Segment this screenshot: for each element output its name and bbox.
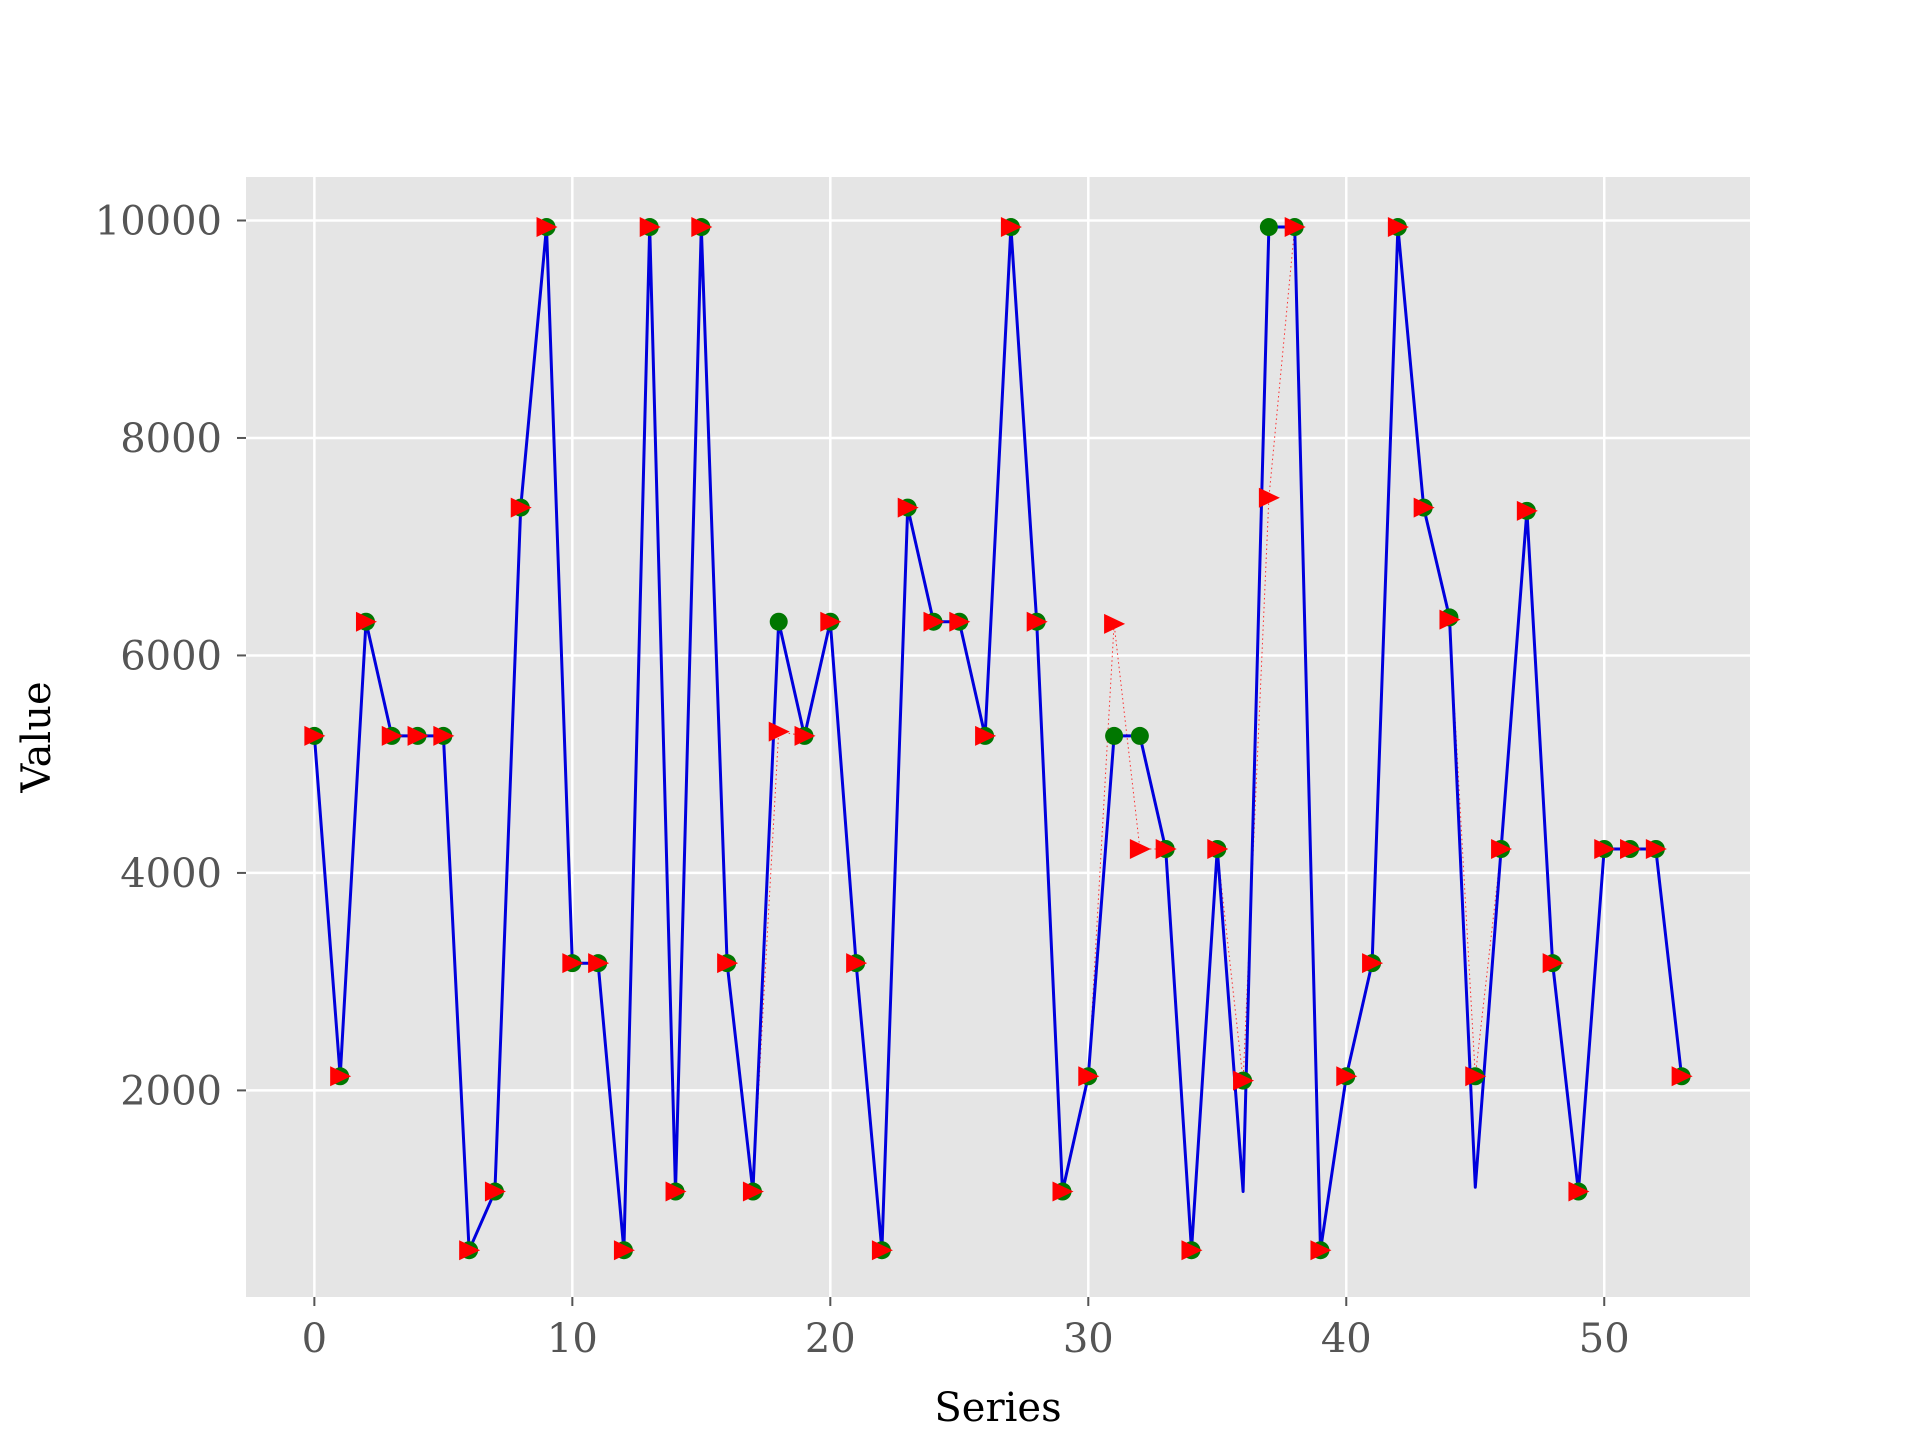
red-triangle-point (1258, 487, 1280, 508)
red-triangle-point (820, 611, 842, 632)
x-axis-label: Series (934, 1385, 1061, 1431)
red-triangle-point (1026, 611, 1048, 632)
red-triangle-point (975, 725, 997, 746)
red-triangle-markers (304, 217, 1693, 1261)
y-axis-ticks: 2000 4000 6000 8000 10000 (95, 198, 246, 1114)
y-tick-label: 8000 (120, 416, 222, 462)
red-triangle-point (949, 611, 971, 632)
red-triangle-point (1387, 217, 1409, 238)
red-triangle-point (846, 953, 868, 974)
red-triangle-point (717, 953, 739, 974)
red-triangle-point (1413, 497, 1435, 518)
green-circle-point (1105, 726, 1124, 745)
red-triangle-point (613, 1240, 635, 1261)
red-triangle-point (1594, 839, 1616, 859)
red-triangle-point (330, 1066, 352, 1087)
green-circle-point (1130, 726, 1149, 745)
red-triangle-point (536, 217, 558, 238)
red-triangle-point (794, 725, 816, 746)
red-triangle-point (407, 725, 429, 746)
red-triangle-point (923, 611, 945, 632)
y-tick-label: 6000 (120, 633, 222, 679)
y-tick-label: 2000 (120, 1068, 222, 1114)
green-circle-point (1259, 218, 1278, 237)
x-tick-label: 20 (805, 1316, 856, 1362)
red-triangle-point (562, 953, 584, 974)
grid-lines (246, 177, 1750, 1297)
red-triangle-point (691, 217, 713, 238)
red-triangle-point (768, 721, 790, 742)
green-circle-point (769, 612, 788, 631)
red-triangle-point (871, 1240, 893, 1261)
red-triangle-point (1491, 839, 1513, 859)
red-triangle-point (742, 1181, 764, 1202)
red-triangle-point (484, 1181, 506, 1202)
y-tick-label: 4000 (120, 851, 222, 897)
plot-area (246, 177, 1750, 1297)
red-triangle-point (1104, 613, 1126, 634)
red-triangle-point (897, 497, 919, 518)
red-triangle-point (1671, 1066, 1693, 1087)
red-triangle-point (665, 1181, 687, 1202)
red-triangle-point (1568, 1181, 1590, 1202)
red-triangle-point (1207, 839, 1229, 859)
red-triangle-point (1362, 953, 1384, 974)
red-triangle-point (588, 953, 610, 974)
red-triangle-point (1516, 500, 1538, 521)
red-triangle-point (1620, 839, 1642, 859)
red-triangle-point (1052, 1181, 1074, 1202)
red-triangle-point (1284, 217, 1306, 238)
red-triangle-point (1310, 1240, 1332, 1261)
x-tick-label: 10 (547, 1316, 598, 1362)
x-axis-ticks: 0 10 20 30 40 50 (302, 1297, 1630, 1362)
x-tick-label: 0 (302, 1316, 327, 1362)
red-triangle-point (1439, 609, 1461, 630)
red-triangle-point (355, 611, 377, 632)
red-triangle-point (1078, 1066, 1100, 1087)
red-triangle-point (1645, 839, 1667, 859)
red-triangle-point (1542, 953, 1564, 974)
red-triangle-point (1181, 1240, 1203, 1261)
y-tick-label: 10000 (95, 198, 222, 244)
red-triangle-point (433, 725, 455, 746)
red-triangle-point (510, 497, 532, 518)
red-triangle-point (381, 725, 403, 746)
red-triangle-point (1336, 1066, 1358, 1087)
red-triangle-point (1233, 1070, 1255, 1091)
y-axis-label: Value (14, 681, 60, 793)
x-tick-label: 30 (1063, 1316, 1114, 1362)
x-tick-label: 40 (1321, 1316, 1372, 1362)
blue-series-line (312, 225, 1684, 1252)
red-triangle-point (304, 725, 326, 746)
red-triangle-point (1000, 217, 1022, 238)
red-triangle-point (1465, 1066, 1487, 1087)
red-triangle-point (639, 217, 661, 238)
x-tick-label: 50 (1579, 1316, 1630, 1362)
red-triangle-point (1155, 839, 1177, 859)
red-triangle-point (1129, 839, 1151, 859)
series-layer (304, 217, 1693, 1261)
red-triangle-point (459, 1240, 481, 1261)
